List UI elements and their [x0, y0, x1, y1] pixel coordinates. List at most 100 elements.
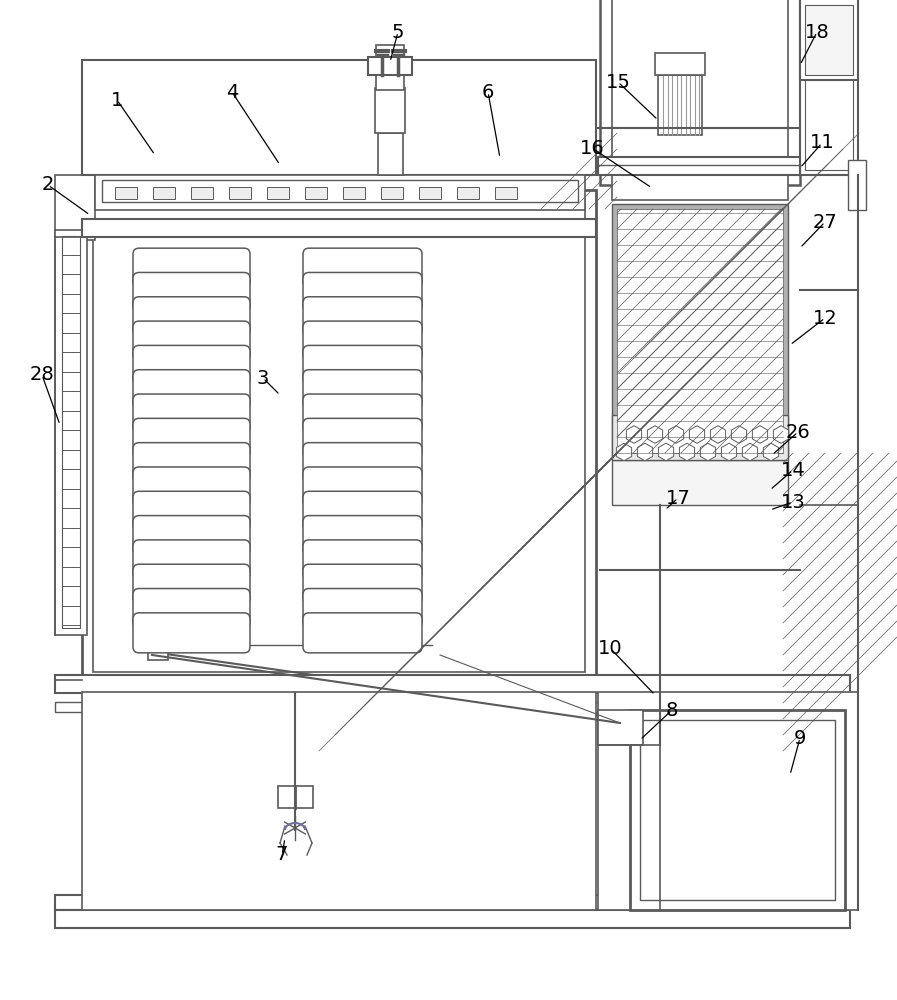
Text: 16: 16 — [579, 138, 605, 157]
Bar — [800, 0, 858, 80]
Bar — [600, 0, 800, 185]
Bar — [598, 710, 643, 745]
FancyBboxPatch shape — [133, 613, 250, 653]
Bar — [55, 702, 850, 712]
Bar — [612, 460, 788, 505]
Text: 15: 15 — [605, 73, 631, 92]
Bar — [381, 187, 403, 199]
Text: 28: 28 — [30, 365, 55, 384]
Text: 17: 17 — [666, 488, 691, 508]
Text: 4: 4 — [226, 83, 239, 102]
Bar — [655, 53, 705, 75]
FancyBboxPatch shape — [133, 394, 250, 434]
Bar — [848, 160, 866, 210]
Bar — [640, 720, 835, 900]
Bar — [278, 786, 313, 808]
FancyBboxPatch shape — [303, 491, 422, 531]
FancyBboxPatch shape — [133, 443, 250, 483]
FancyBboxPatch shape — [133, 321, 250, 361]
Bar — [612, 415, 788, 460]
Bar — [805, 0, 853, 170]
Text: 6: 6 — [482, 83, 494, 102]
Bar — [153, 187, 175, 199]
FancyBboxPatch shape — [133, 297, 250, 337]
FancyBboxPatch shape — [133, 248, 250, 288]
FancyBboxPatch shape — [303, 370, 422, 410]
Text: 10: 10 — [597, 639, 623, 658]
Bar — [55, 895, 850, 910]
Bar — [93, 200, 585, 672]
FancyBboxPatch shape — [133, 589, 250, 629]
Bar — [82, 190, 596, 682]
FancyBboxPatch shape — [303, 418, 422, 458]
Bar — [612, 204, 788, 458]
Bar — [658, 75, 702, 135]
Text: 2: 2 — [42, 176, 54, 194]
Text: 27: 27 — [813, 213, 838, 232]
Bar — [800, 0, 858, 175]
Text: 18: 18 — [805, 22, 830, 41]
FancyBboxPatch shape — [133, 564, 250, 604]
Bar — [617, 209, 783, 453]
Text: 26: 26 — [786, 422, 810, 442]
Bar — [102, 180, 578, 202]
FancyBboxPatch shape — [303, 589, 422, 629]
Bar — [805, 5, 853, 75]
Text: 1: 1 — [111, 91, 123, 109]
Bar — [495, 187, 517, 199]
Bar — [375, 88, 405, 133]
FancyBboxPatch shape — [303, 516, 422, 556]
Bar — [305, 187, 327, 199]
Bar — [55, 910, 850, 928]
Text: 11: 11 — [810, 133, 834, 152]
FancyBboxPatch shape — [303, 394, 422, 434]
Bar — [419, 187, 441, 199]
Bar — [376, 45, 404, 90]
FancyBboxPatch shape — [133, 272, 250, 312]
Bar — [191, 187, 213, 199]
Bar — [630, 710, 845, 910]
FancyBboxPatch shape — [133, 540, 250, 580]
Bar — [617, 209, 783, 453]
Bar — [267, 187, 289, 199]
Bar — [598, 157, 800, 175]
FancyBboxPatch shape — [303, 613, 422, 653]
FancyBboxPatch shape — [133, 345, 250, 385]
Bar — [229, 187, 251, 199]
Bar — [55, 175, 95, 240]
FancyBboxPatch shape — [303, 345, 422, 385]
Bar — [457, 187, 479, 199]
Text: 7: 7 — [275, 846, 288, 864]
Bar — [55, 675, 850, 693]
Text: 12: 12 — [813, 308, 838, 328]
FancyBboxPatch shape — [133, 491, 250, 531]
Text: 3: 3 — [257, 368, 269, 387]
Bar — [378, 133, 403, 175]
Bar — [82, 219, 596, 237]
Bar — [62, 236, 80, 628]
Bar — [148, 648, 168, 660]
Bar — [55, 230, 87, 635]
Bar — [343, 187, 365, 199]
Text: 13: 13 — [780, 492, 806, 512]
FancyBboxPatch shape — [303, 564, 422, 604]
Bar — [95, 175, 585, 210]
Bar — [82, 60, 596, 175]
Text: 8: 8 — [666, 700, 678, 720]
Bar — [612, 0, 788, 200]
FancyBboxPatch shape — [303, 443, 422, 483]
Text: 5: 5 — [392, 22, 405, 41]
Bar — [368, 57, 412, 75]
FancyBboxPatch shape — [303, 467, 422, 507]
FancyBboxPatch shape — [303, 272, 422, 312]
Bar — [82, 692, 596, 910]
FancyBboxPatch shape — [133, 467, 250, 507]
Text: 14: 14 — [780, 460, 806, 480]
FancyBboxPatch shape — [303, 248, 422, 288]
Text: 9: 9 — [794, 728, 806, 748]
FancyBboxPatch shape — [303, 297, 422, 337]
FancyBboxPatch shape — [133, 418, 250, 458]
FancyBboxPatch shape — [303, 321, 422, 361]
FancyBboxPatch shape — [133, 370, 250, 410]
FancyBboxPatch shape — [133, 516, 250, 556]
